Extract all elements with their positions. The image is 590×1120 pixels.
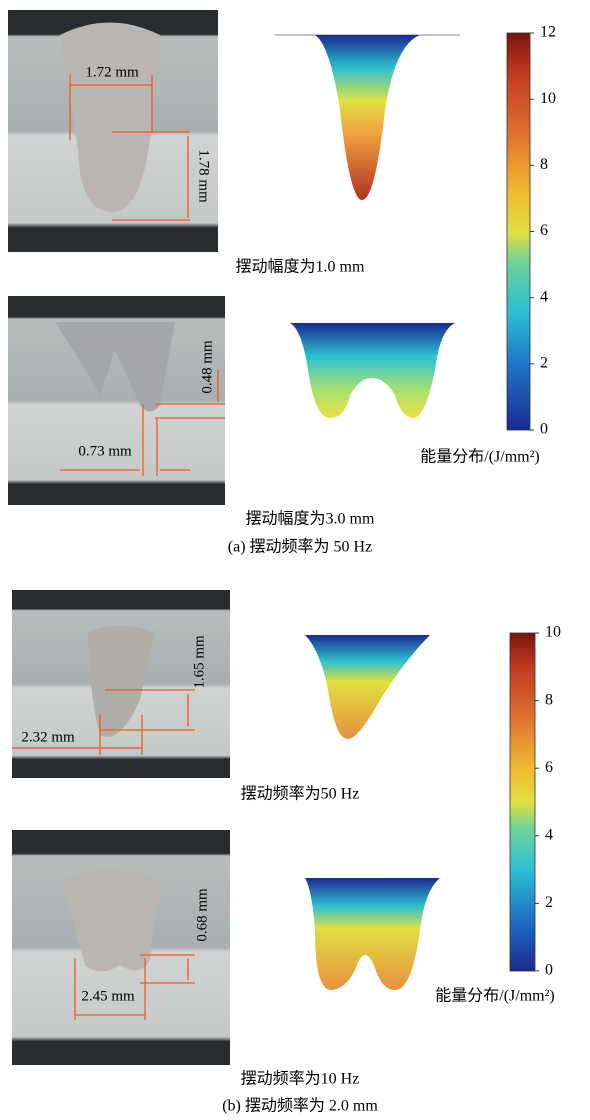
tick-label: 0 [545, 962, 553, 979]
tick-label: 10 [540, 90, 556, 107]
panel-b: 1.65 mm 2.32 mm 摆动频率为50 Hz 0.68 mm 2.45 … [12, 590, 561, 1115]
colorbar: 0 2 4 6 8 10 能量分布/(J/mm²) [435, 624, 561, 1005]
figure: 1.72 mm 1.78 mm 摆动幅度为1.0 mm 0.48 mm 0.73… [0, 0, 590, 1120]
dimension: 2.32 mm [21, 729, 75, 745]
colorbar: 0 2 4 6 8 10 12 能量分布/(J/mm²) [420, 24, 556, 466]
dimension: 1.65 mm [191, 635, 207, 689]
dimension: 2.45 mm [81, 988, 135, 1004]
dimension: 0.73 mm [78, 443, 132, 459]
dimension: 0.68 mm [194, 888, 210, 942]
colorbar-fill [507, 33, 530, 430]
tick-label: 8 [545, 691, 553, 708]
tick-label: 6 [545, 759, 553, 776]
tick-label: 2 [545, 894, 553, 911]
panel-caption: (b) 摆动频率为 2.0 mm [222, 1097, 378, 1115]
tick-label: 12 [540, 24, 556, 41]
tick-label: 4 [540, 288, 548, 305]
image-caption: 摆动幅度为3.0 mm [246, 510, 375, 528]
tick-label: 6 [540, 222, 548, 239]
dimension: 1.78 mm [196, 149, 212, 203]
colorbar-label: 能量分布/(J/mm²) [420, 448, 539, 466]
image-caption: 摆动幅度为1.0 mm [236, 258, 365, 276]
colorbar-label: 能量分布/(J/mm²) [435, 987, 554, 1005]
image-caption: 摆动频率为50 Hz [241, 785, 360, 803]
image-caption: 摆动频率为10 Hz [241, 1070, 360, 1088]
panel-caption: (a) 摆动频率为 50 Hz [228, 538, 372, 556]
energy-profile [305, 878, 440, 990]
panel-a: 1.72 mm 1.78 mm 摆动幅度为1.0 mm 0.48 mm 0.73… [8, 10, 556, 556]
tick-label: 0 [540, 421, 548, 438]
dimension: 1.72 mm [85, 64, 139, 80]
energy-profile [315, 35, 420, 200]
tick-label: 2 [540, 355, 548, 372]
energy-profile [290, 323, 455, 418]
energy-profile [305, 635, 430, 739]
tick-label: 10 [545, 624, 561, 641]
tick-label: 8 [540, 156, 548, 173]
tick-label: 4 [545, 826, 553, 843]
dimension: 0.48 mm [199, 340, 215, 394]
colorbar-fill [510, 633, 535, 971]
